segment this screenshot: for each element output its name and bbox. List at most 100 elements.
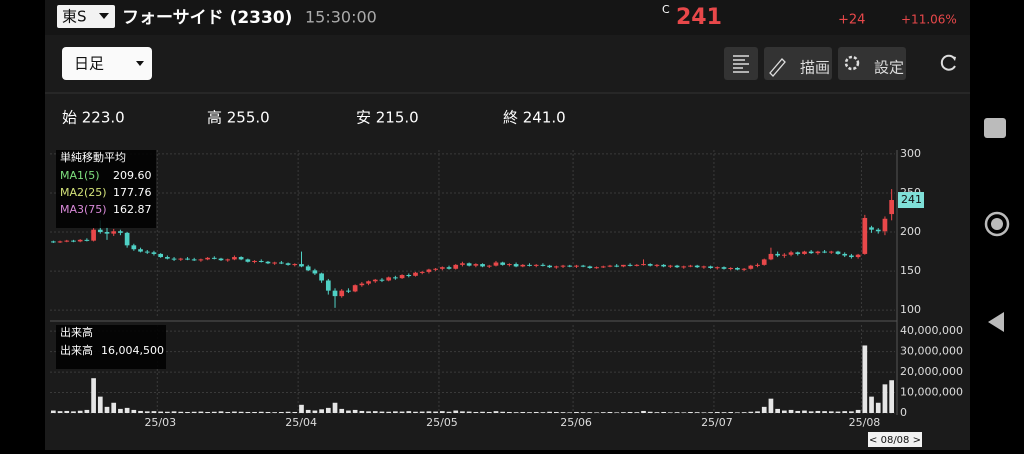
candle-body bbox=[460, 263, 465, 265]
candle-body bbox=[379, 279, 385, 281]
x-tick-label: 25/06 bbox=[560, 416, 592, 429]
volume-bar bbox=[849, 411, 854, 413]
candle-body bbox=[359, 283, 365, 286]
volume-bar bbox=[178, 411, 184, 413]
candle-body bbox=[191, 259, 197, 261]
candle-body bbox=[574, 265, 579, 267]
volume-bar bbox=[795, 410, 801, 413]
candle-body bbox=[647, 264, 653, 266]
draw-button[interactable] bbox=[764, 47, 832, 80]
candle-body bbox=[587, 266, 593, 268]
volume-bar bbox=[775, 408, 780, 413]
volume-bar bbox=[393, 411, 398, 413]
volume-bar bbox=[553, 411, 559, 413]
volume-bar bbox=[600, 412, 606, 413]
candle-body bbox=[688, 265, 693, 267]
candle-body bbox=[507, 264, 512, 266]
volume-bar bbox=[198, 411, 204, 413]
x-tick-label: 25/08 bbox=[849, 416, 881, 429]
candle-body bbox=[728, 267, 734, 269]
candle-body bbox=[815, 251, 821, 254]
nav-recent[interactable] bbox=[984, 118, 1006, 138]
ma-name: MA1(5) bbox=[60, 169, 100, 182]
candle-body bbox=[882, 218, 888, 232]
volume-bar bbox=[426, 411, 432, 413]
ma-legend-bg bbox=[56, 150, 156, 228]
y-tick-label: 100 bbox=[900, 303, 921, 316]
candle-body bbox=[768, 253, 774, 260]
volume-bar bbox=[466, 411, 472, 413]
candle-body bbox=[748, 265, 754, 269]
volume-bar bbox=[84, 409, 90, 413]
volume-bar bbox=[191, 411, 197, 413]
candle-body bbox=[614, 265, 620, 267]
exchange-select[interactable] bbox=[57, 5, 115, 28]
x-tick-label: 25/07 bbox=[701, 416, 733, 429]
volume-bar bbox=[654, 412, 660, 413]
volume-bar bbox=[399, 411, 405, 413]
volume-bar bbox=[171, 411, 177, 413]
volume-bar bbox=[460, 411, 465, 413]
candle-body bbox=[735, 267, 740, 270]
volume-bar bbox=[493, 411, 499, 413]
volume-bar bbox=[594, 412, 599, 413]
volume-bar bbox=[285, 411, 291, 413]
volume-bar bbox=[104, 406, 110, 413]
dropdown-arrow bbox=[136, 61, 144, 66]
nav-home[interactable] bbox=[984, 211, 1010, 237]
candle-body bbox=[111, 231, 117, 234]
price-tag-bg bbox=[898, 192, 924, 209]
volume-bar bbox=[453, 410, 459, 413]
volume-bar bbox=[332, 402, 338, 413]
volume-legend-title: 出来高 bbox=[60, 325, 93, 339]
candle-body bbox=[171, 258, 177, 260]
volume-bar bbox=[647, 411, 653, 413]
ohlc-value: 高 255.0 bbox=[207, 109, 270, 127]
price-tag: 241 bbox=[901, 193, 922, 206]
candle-body bbox=[513, 264, 519, 267]
candle-body bbox=[205, 257, 210, 260]
settings-label: 設定 bbox=[874, 59, 904, 77]
volume-bar bbox=[889, 380, 894, 413]
candle-body bbox=[178, 258, 184, 260]
refresh-icon[interactable] bbox=[940, 54, 956, 71]
volume-bar bbox=[252, 411, 257, 413]
candle-body bbox=[721, 267, 727, 269]
candle-body bbox=[118, 231, 123, 233]
nav-back[interactable] bbox=[988, 312, 1004, 332]
candle-body bbox=[480, 264, 485, 267]
candle-body bbox=[842, 253, 848, 256]
candle-body bbox=[828, 251, 834, 253]
candle-body bbox=[419, 271, 425, 273]
change: +24 bbox=[838, 13, 865, 28]
volume-bar bbox=[828, 411, 834, 413]
volume-tick-label: 0 bbox=[900, 406, 907, 419]
volume-bar bbox=[473, 411, 479, 413]
pencil-icon bbox=[769, 58, 786, 77]
settings-button[interactable] bbox=[838, 47, 906, 80]
candle-body bbox=[312, 270, 318, 274]
candle-body bbox=[533, 264, 539, 266]
volume-bar bbox=[621, 412, 626, 413]
volume-bar bbox=[748, 411, 754, 413]
candle-body bbox=[788, 252, 794, 255]
volume-bar bbox=[735, 412, 740, 413]
volume-bar bbox=[533, 411, 539, 413]
period-select[interactable] bbox=[62, 47, 152, 80]
volume-bar bbox=[379, 411, 385, 413]
candle-body bbox=[285, 263, 291, 265]
candle-body bbox=[272, 262, 278, 264]
candle-body bbox=[279, 262, 284, 264]
volume-bar bbox=[728, 411, 734, 413]
volume-bar bbox=[258, 411, 264, 413]
volume-bar bbox=[131, 409, 137, 413]
volume-bar bbox=[71, 411, 76, 413]
header-bg bbox=[45, 0, 970, 35]
candle-body bbox=[701, 266, 707, 268]
candle-body bbox=[225, 259, 231, 261]
candle-body bbox=[493, 262, 499, 266]
volume-bar bbox=[299, 404, 304, 413]
volume-bar bbox=[346, 410, 351, 413]
candle-body bbox=[77, 239, 83, 242]
candle-body bbox=[339, 290, 345, 297]
